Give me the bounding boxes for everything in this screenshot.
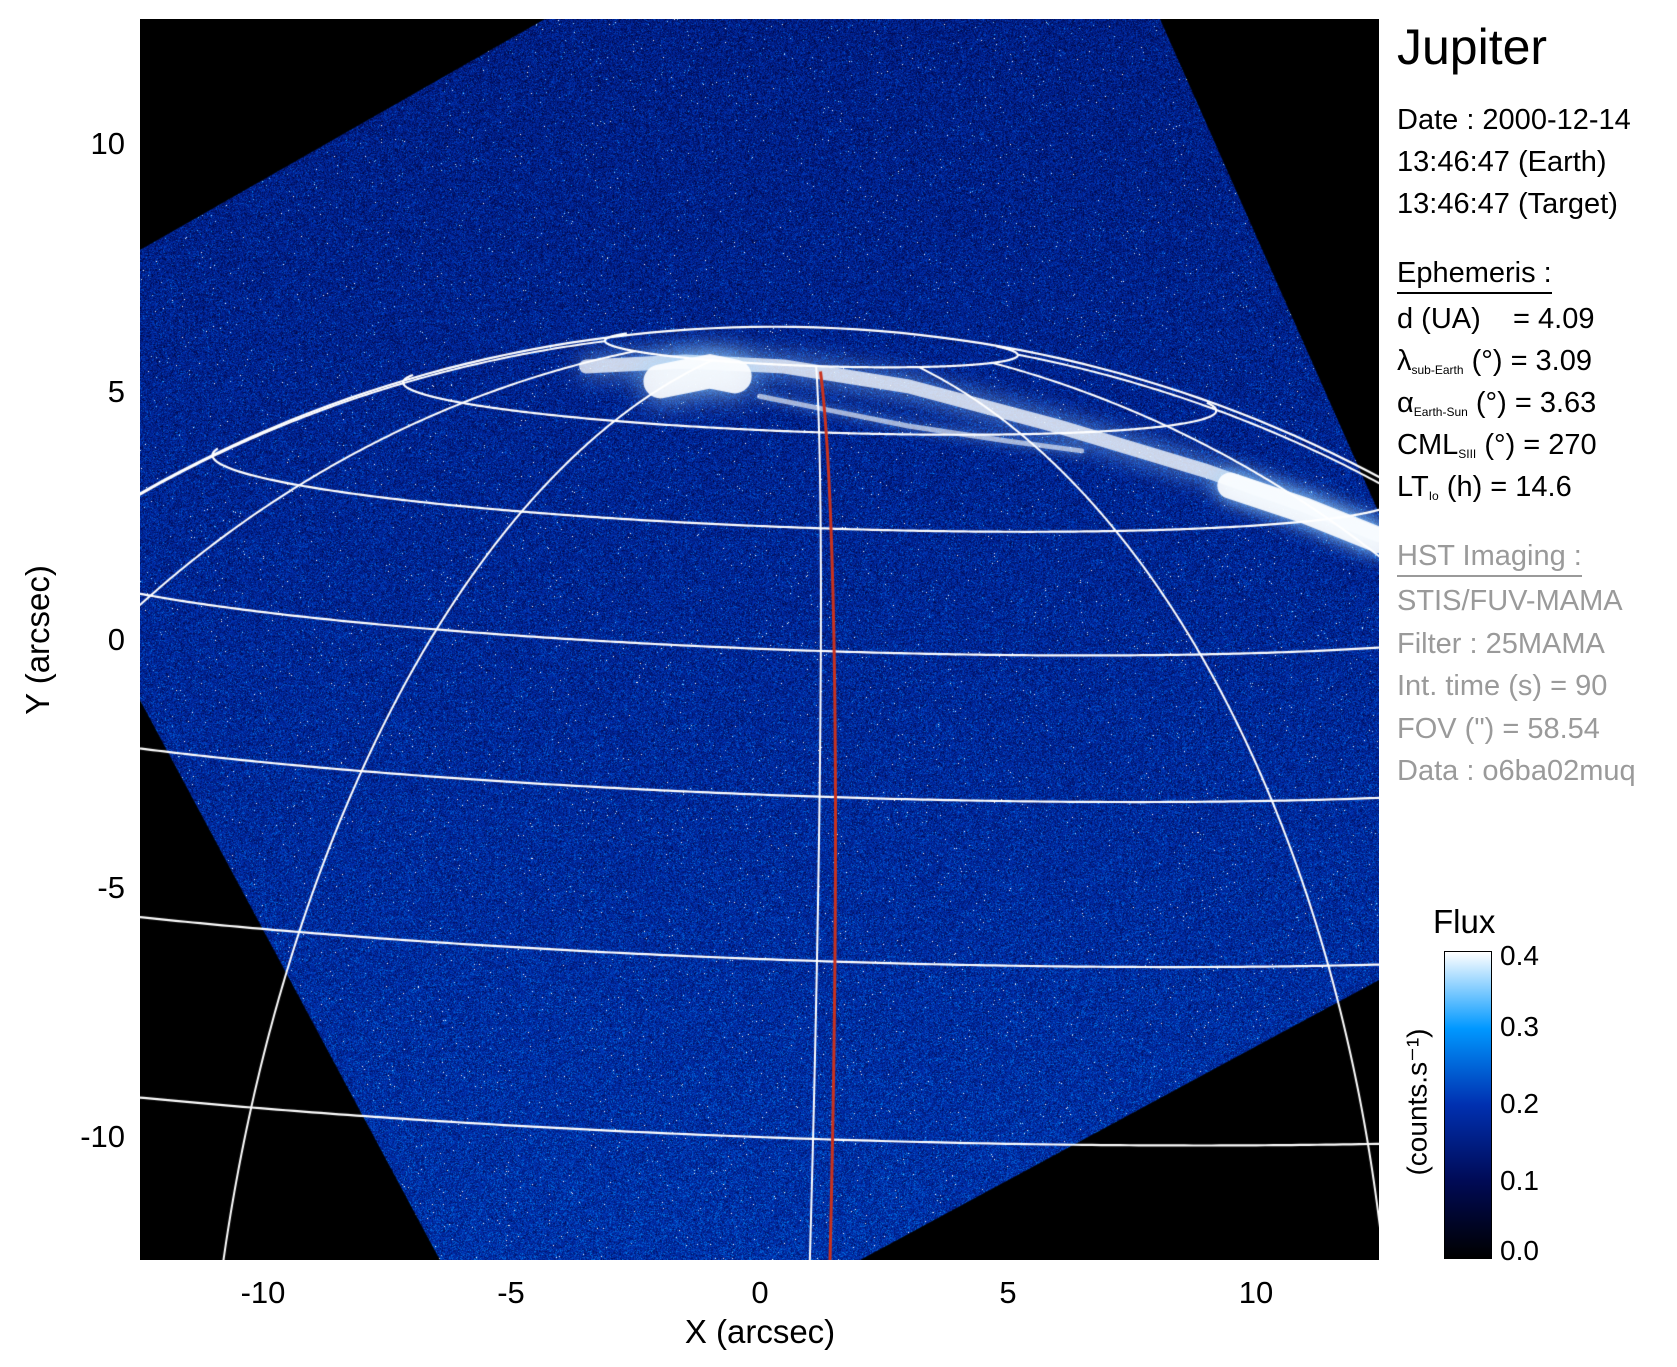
data-id: Data : o6ba02muq: [1397, 755, 1636, 788]
y-axis-label: Y (arcsec): [19, 565, 57, 715]
fov: FOV (") = 58.54: [1397, 713, 1600, 746]
y-tick: 10: [91, 126, 125, 162]
y-tick: -10: [80, 1119, 125, 1155]
subscript: Io: [1429, 489, 1439, 503]
symbol: LT: [1397, 471, 1429, 503]
x-tick: 5: [999, 1275, 1016, 1311]
y-tick: 5: [108, 374, 125, 410]
symbol: CML: [1397, 429, 1458, 461]
colorbar-tick: 0.3: [1500, 1011, 1539, 1043]
value: = 4.09: [1513, 303, 1594, 335]
x-tick: 10: [1239, 1275, 1273, 1311]
symbol: λ: [1397, 345, 1412, 377]
ephemeris-header: Ephemeris :: [1397, 257, 1552, 294]
hst-header: HST Imaging :: [1397, 540, 1582, 577]
subscript: Earth-Sun: [1414, 405, 1468, 419]
eph-phase-angle: αEarth-Sun (°) = 3.63: [1397, 387, 1596, 420]
y-tick: 0: [108, 622, 125, 658]
x-tick: -10: [241, 1275, 286, 1311]
x-axis-label: X (arcsec): [685, 1313, 835, 1351]
eph-distance: d (UA) = 4.09: [1397, 303, 1594, 336]
colorbar-tick: 0.2: [1500, 1088, 1539, 1120]
subscript: sub-Earth: [1412, 363, 1464, 377]
colorbar-title: Flux: [1433, 903, 1495, 941]
colorbar-tick: 0.4: [1500, 940, 1539, 972]
date-text: Date : 2000-12-14: [1397, 104, 1631, 137]
eph-io-local-time: LTIo (h) = 14.6: [1397, 471, 1572, 504]
x-tick: -5: [497, 1275, 525, 1311]
colorbar-tick: 0.0: [1500, 1235, 1539, 1267]
label: d (UA): [1397, 303, 1481, 335]
colorbar-label: (counts.s⁻¹): [1401, 1028, 1434, 1175]
colorbar-tick: 0.1: [1500, 1165, 1539, 1197]
target-title: Jupiter: [1397, 18, 1547, 76]
time-target: 13:46:47 (Target): [1397, 188, 1618, 221]
value: (°) = 3.09: [1472, 345, 1592, 377]
value: (°) = 270: [1484, 429, 1596, 461]
filter: Filter : 25MAMA: [1397, 628, 1605, 661]
value: (°) = 3.63: [1476, 387, 1596, 419]
x-tick: 0: [751, 1275, 768, 1311]
eph-cml: CMLSIII (°) = 270: [1397, 429, 1597, 462]
instrument: STIS/FUV-MAMA: [1397, 585, 1623, 618]
int-time: Int. time (s) = 90: [1397, 670, 1607, 703]
eph-sub-earth-lat: λsub-Earth (°) = 3.09: [1397, 345, 1592, 378]
subscript: SIII: [1458, 447, 1476, 461]
time-earth: 13:46:47 (Earth): [1397, 146, 1607, 179]
y-tick: -5: [97, 870, 125, 906]
symbol: α: [1397, 387, 1414, 419]
colorbar: [1444, 951, 1492, 1259]
jupiter-uv-image: [140, 19, 1379, 1260]
value: (h) = 14.6: [1447, 471, 1572, 503]
